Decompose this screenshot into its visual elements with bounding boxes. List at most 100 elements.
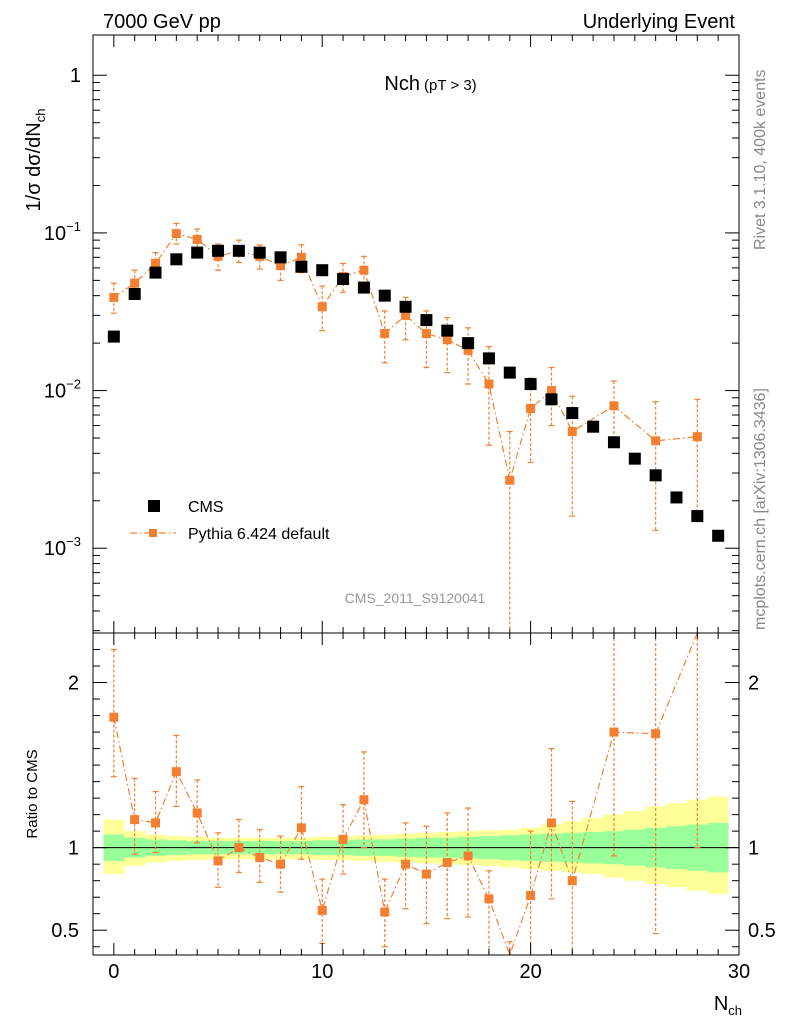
ratio-pythia-point	[213, 856, 223, 866]
pythia-point	[526, 403, 536, 413]
pythia-point	[151, 258, 161, 268]
pythia-point	[171, 229, 181, 239]
cms-point	[274, 251, 287, 264]
cms-point	[566, 407, 579, 420]
ratio-pythia-point	[234, 843, 244, 853]
pythia-point	[567, 427, 577, 437]
pythia-point	[359, 265, 369, 275]
cms-point	[107, 330, 120, 343]
pythia-point	[317, 302, 327, 312]
main-y-axis-label: 1/σ dσ/dNch	[23, 109, 48, 212]
ratio-y-axis-label: Ratio to CMS	[24, 749, 41, 838]
cms-point	[357, 281, 370, 294]
ratio-pythia-point	[109, 712, 119, 722]
legend-pythia-label: Pythia 6.424 default	[188, 526, 330, 543]
pythia-point	[463, 345, 473, 355]
main-plot-title-note: (pT > 3)	[424, 77, 477, 94]
pythia-point	[296, 252, 306, 262]
ratio-panel: 0 10 20 30 0.5 0.5 1 1 2 2 Ratio to CMS Nch	[24, 632, 776, 1018]
ratio-pythia-point	[359, 795, 369, 805]
ratio-pythia-point	[484, 894, 494, 904]
cms-point	[691, 510, 704, 523]
cms-point	[628, 452, 641, 465]
cms-point	[545, 393, 558, 406]
header-right-label: Underlying Event	[583, 11, 736, 33]
cms-point	[128, 287, 141, 300]
cms-point	[212, 244, 225, 257]
cms-point	[232, 244, 245, 257]
pythia-point	[130, 278, 140, 288]
cms-point	[482, 352, 495, 365]
ratio-pythia-point	[442, 858, 452, 868]
ratio-pythia-point	[401, 859, 411, 869]
ratio-pythia-point	[380, 907, 390, 917]
cms-point	[712, 529, 725, 542]
main-plot-frame	[92, 34, 740, 634]
main-y-tick-label: 10−1	[44, 219, 81, 245]
cms-point	[337, 273, 350, 286]
pythia-point	[442, 335, 452, 345]
ratio-pythia-point	[526, 891, 536, 901]
pythia-point	[505, 475, 515, 485]
ratio-pythia-point	[421, 869, 431, 879]
cms-point	[441, 324, 454, 337]
cms-point	[149, 266, 162, 279]
ratio-axis-ticks: 0 10 20 30 0.5 0.5 1 1 2 2	[51, 633, 776, 983]
ratio-pythia-point	[130, 815, 140, 825]
legend-cms-label: CMS	[188, 499, 224, 516]
side-label-mcplots: mcplots.cern.ch [arXiv:1306.3436]	[752, 388, 769, 630]
main-y-tick-label: 10−2	[44, 377, 81, 403]
main-plot-title: Nch	[384, 73, 420, 95]
ratio-y-tick-label-right: 1	[748, 838, 759, 860]
cms-point	[399, 300, 412, 313]
ratio-pythia-point	[546, 818, 556, 828]
ratio-pythia-point	[317, 905, 327, 915]
cms-point	[524, 378, 537, 391]
legend-pythia-marker	[149, 529, 157, 537]
pythia-point	[484, 379, 494, 389]
pythia-point	[380, 329, 390, 339]
ratio-pythia-point	[463, 851, 473, 861]
pythia-point	[692, 432, 702, 442]
ratio-pythia-point	[192, 808, 202, 818]
pythia-point	[109, 292, 119, 302]
cms-series	[107, 244, 725, 542]
ratio-y-tick-label-right: 2	[748, 673, 759, 695]
ratio-y-tick-label-right: 0.5	[748, 920, 776, 942]
pythia-point	[546, 386, 556, 396]
ratio-pythia-point	[296, 823, 306, 833]
legend: CMS Pythia 6.424 default	[130, 499, 330, 543]
ratio-plot-frame	[92, 632, 740, 956]
cms-point	[649, 469, 662, 482]
ratio-y-tick-label-left: 1	[68, 838, 79, 860]
ratio-pythia-point	[567, 876, 577, 886]
x-tick-label: 0	[108, 961, 119, 983]
pythia-point	[609, 401, 619, 411]
x-axis-label: Nch	[714, 993, 742, 1018]
pythia-point	[192, 234, 202, 244]
ratio-pythia-point	[276, 859, 286, 869]
pythia-series	[109, 222, 702, 633]
cms-point	[170, 253, 183, 266]
pythia-point	[401, 310, 411, 320]
ratio-pythia-line	[113, 632, 698, 957]
main-axis-ticks: 1 10−1 10−2 10−3	[44, 35, 740, 633]
header-left-label: 7000 GeV pp	[103, 11, 221, 33]
analysis-watermark: CMS_2011_S9120041	[345, 590, 486, 606]
cms-point	[295, 260, 308, 273]
side-label-rivet: Rivet 3.1.10, 400k events	[752, 69, 769, 250]
pythia-point	[421, 329, 431, 339]
main-y-tick-label: 1	[70, 65, 81, 87]
cms-point	[670, 491, 683, 504]
main-y-tick-label: 10−3	[44, 534, 81, 560]
ratio-pythia-series	[109, 632, 701, 957]
cms-point	[462, 337, 475, 350]
cms-point	[316, 264, 329, 277]
ratio-y-tick-label-left: 0.5	[51, 920, 79, 942]
cms-point	[191, 246, 204, 259]
ratio-pythia-point	[151, 818, 161, 828]
x-tick-label: 20	[519, 961, 541, 983]
ratio-pythia-point	[171, 767, 181, 777]
cms-point	[253, 246, 266, 259]
